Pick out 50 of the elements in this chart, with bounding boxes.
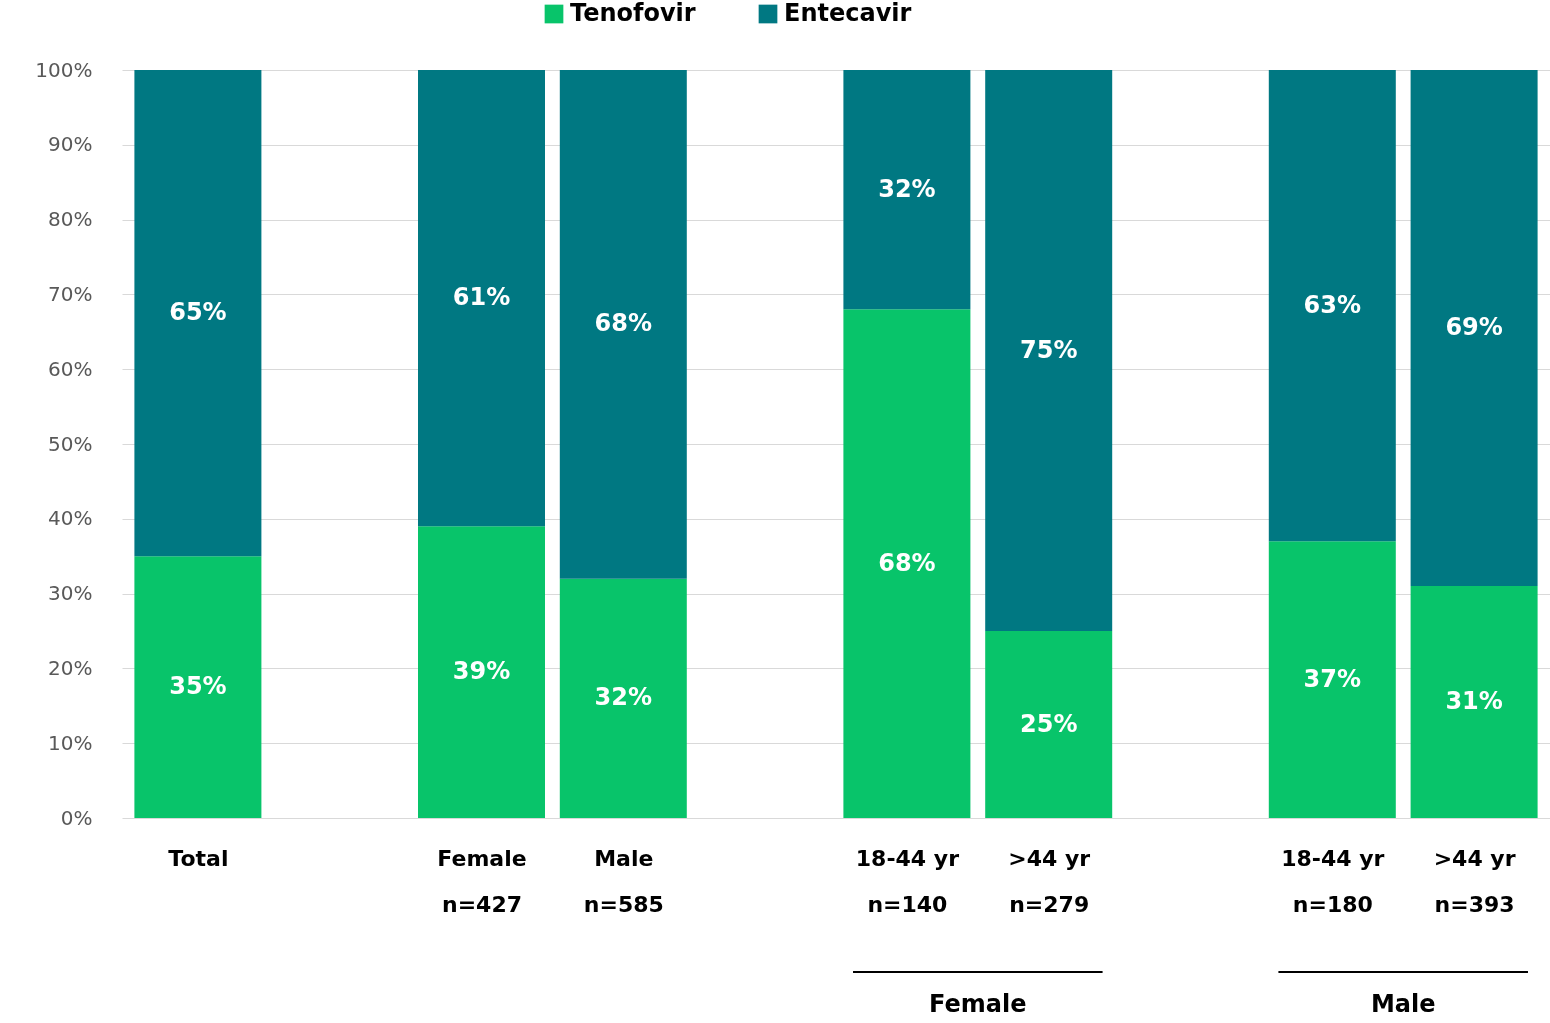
data-label: 75% [1019,335,1078,364]
text: Female [929,990,1027,1018]
data-label: 37% [1303,664,1362,693]
bar [418,526,545,818]
data-label: 61% [452,283,511,312]
y-tick-label: 40% [48,506,93,531]
x-tick-label: 18-44 yr n=140 [855,845,960,917]
x-tick-label: 18-44 yr n=180 [1281,845,1385,917]
legend-label: Entecavir [784,0,912,27]
y-tick-label: 0% [60,805,93,830]
bar [1268,541,1396,818]
data-label: 39% [452,657,511,686]
bar [134,556,262,818]
bar [1410,70,1538,587]
bar [418,70,545,527]
legend-label: Tenofovir [570,0,696,27]
y-tick-label: 10% [48,730,93,755]
bar [559,578,687,818]
x-tick-label: Female n=427 [437,845,527,917]
data-label: 32% [878,174,936,203]
data-label: 35% [169,672,227,701]
y-tick-label: 90% [48,132,93,157]
data-label: 63% [1303,290,1362,319]
bar [843,70,971,310]
y-tick-label: 50% [48,431,93,456]
y-tick-label: 30% [48,581,93,606]
data-label: 68% [594,309,653,338]
bar [559,70,687,579]
y-tick-label: 60% [48,356,93,381]
y-tick-label: 80% [48,207,93,232]
data-label: 32% [594,683,653,712]
bar [985,70,1113,631]
data-label: 31% [1445,687,1503,716]
bar [1410,586,1538,818]
y-tick-label: 70% [48,281,93,306]
x-tick-label: >44 yr n=279 [1008,845,1091,917]
x-tick-label: Male n=585 [583,845,664,917]
x-tick-label: Total [168,845,229,871]
bar [1268,70,1396,542]
data-label: 68% [878,548,936,577]
data-label: 25% [1019,709,1078,738]
bar [134,70,262,557]
data-label: 65% [169,298,227,327]
x-tick-label: >44 yr n=393 [1433,845,1516,917]
y-tick-label: 20% [48,655,93,680]
data-label: 69% [1445,313,1503,342]
text: Male [1370,990,1436,1018]
bar [985,631,1113,818]
y-tick-label: 100% [35,57,93,82]
bar [843,309,971,818]
